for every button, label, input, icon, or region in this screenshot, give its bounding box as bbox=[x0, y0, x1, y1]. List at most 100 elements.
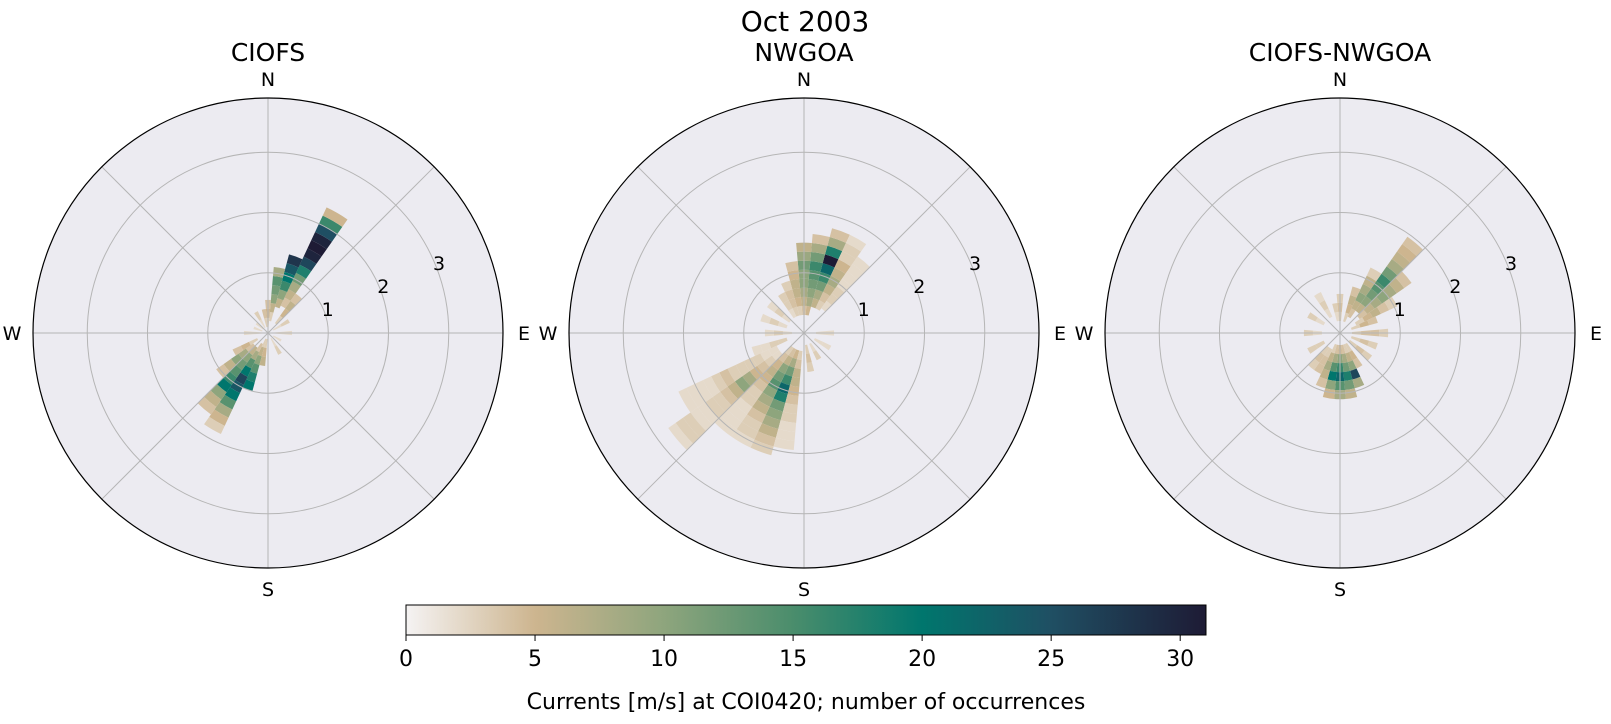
polar-bar bbox=[236, 358, 248, 371]
radial-tick-label: 1 bbox=[858, 299, 870, 321]
polar-bar bbox=[284, 263, 299, 276]
polar-bar bbox=[778, 292, 789, 304]
polar-bar bbox=[318, 215, 343, 235]
polar-bar bbox=[820, 263, 835, 276]
polar-bar bbox=[1347, 360, 1357, 371]
polar-bar bbox=[1359, 283, 1372, 296]
polar-bar bbox=[229, 364, 243, 378]
polar-bar bbox=[811, 298, 820, 309]
polar-bar bbox=[246, 371, 258, 383]
polar-bar bbox=[1341, 353, 1348, 364]
polar-bar bbox=[781, 280, 793, 293]
polar-bar bbox=[1345, 352, 1353, 363]
polar-bar bbox=[777, 321, 788, 329]
polar-bar bbox=[1351, 300, 1361, 311]
polar-bar bbox=[1324, 308, 1333, 319]
polar-bar bbox=[807, 278, 819, 290]
polar-bar bbox=[1315, 376, 1328, 389]
polar-bar bbox=[240, 341, 251, 351]
polar-bar bbox=[768, 345, 780, 356]
compass-label-s: S bbox=[798, 579, 810, 601]
polar-bar bbox=[1315, 317, 1326, 326]
polar-bar bbox=[1357, 309, 1368, 320]
polar-bar bbox=[765, 406, 783, 421]
polar-bar bbox=[1352, 376, 1365, 389]
polar-bar bbox=[830, 267, 846, 282]
polar-bar bbox=[269, 311, 274, 322]
polar-bar bbox=[805, 353, 812, 364]
polar-bar bbox=[1355, 303, 1366, 314]
polar-bar bbox=[774, 307, 785, 318]
polar-bar bbox=[204, 390, 222, 408]
polar-bar bbox=[752, 399, 770, 415]
polar-bar bbox=[204, 416, 225, 435]
colorbar-label: Currents [m/s] at COI0420; number of occ… bbox=[527, 690, 1086, 715]
polar-bar bbox=[264, 338, 268, 349]
polar-bar bbox=[1327, 352, 1335, 363]
polar-panel-nwgoa: 1 2 3 N E S W NWGOA bbox=[539, 38, 1066, 601]
polar-bar bbox=[253, 326, 263, 332]
polar-bar bbox=[269, 302, 276, 313]
polar-bar bbox=[789, 278, 801, 290]
polar-bar bbox=[1365, 288, 1379, 302]
polar-bar bbox=[1369, 307, 1381, 318]
polar-bar bbox=[778, 420, 797, 433]
polar-bar bbox=[248, 345, 258, 356]
colorbar-tick-label: 20 bbox=[908, 647, 936, 672]
angular-gridline bbox=[637, 332, 805, 500]
polar-bar bbox=[1350, 324, 1361, 330]
polar-bar bbox=[280, 297, 291, 309]
polar-bar bbox=[1344, 379, 1355, 391]
polar-bar bbox=[1327, 370, 1337, 382]
polar-bar bbox=[746, 407, 766, 424]
polar-bar bbox=[1332, 302, 1339, 313]
compass-label-w: W bbox=[1075, 323, 1094, 345]
polar-bar bbox=[1402, 236, 1424, 257]
polar-bar bbox=[675, 417, 700, 444]
polar-bar bbox=[270, 337, 277, 347]
polar-bar bbox=[279, 280, 291, 293]
polar-bar bbox=[272, 275, 283, 287]
polar-bar bbox=[235, 372, 248, 385]
polar-bar bbox=[242, 352, 253, 363]
polar-bar bbox=[702, 376, 721, 397]
polar-bar bbox=[1367, 316, 1378, 326]
polar-panels: 1 2 3 N E S W CIOFS 1 2 3 N E S W NWGOA 1 2 3 N E S W CIOFS-NWG… bbox=[3, 38, 1602, 601]
polar-bar bbox=[806, 362, 815, 373]
polar-bar bbox=[838, 251, 856, 267]
polar-bar bbox=[720, 386, 738, 406]
figure-title: Oct 2003 bbox=[741, 5, 870, 38]
polar-bar bbox=[197, 396, 217, 415]
polar-bar bbox=[829, 228, 850, 243]
polar-bar bbox=[787, 385, 800, 397]
polar-bar bbox=[1314, 292, 1325, 304]
polar-bar bbox=[1319, 300, 1329, 311]
polar-bar bbox=[1347, 308, 1356, 319]
polar-bar bbox=[272, 324, 282, 331]
polar-bar bbox=[288, 281, 301, 294]
polar-bar bbox=[760, 349, 772, 361]
colorbar-tick-label: 25 bbox=[1037, 647, 1065, 672]
polar-bar bbox=[1345, 303, 1353, 314]
polar-bar bbox=[834, 259, 851, 274]
compass-label-w: W bbox=[3, 323, 22, 345]
radial-tick-label: 3 bbox=[969, 253, 981, 275]
polar-bar bbox=[1391, 251, 1411, 270]
polar-bar bbox=[697, 402, 719, 425]
panel-title: CIOFS-NWGOA bbox=[1249, 38, 1431, 67]
polar-bar bbox=[1355, 292, 1366, 304]
polar-frame bbox=[1104, 97, 1576, 569]
polar-bar bbox=[735, 361, 750, 377]
polar-bar bbox=[808, 269, 821, 281]
polar-bar bbox=[210, 384, 227, 400]
polar-bar bbox=[1323, 360, 1333, 371]
compass-label-e: E bbox=[518, 323, 530, 345]
polar-bar bbox=[842, 271, 858, 287]
radial-tick-label: 3 bbox=[1505, 253, 1517, 275]
polar-bar bbox=[847, 263, 864, 280]
polar-bar bbox=[784, 345, 794, 356]
polar-bar bbox=[1307, 344, 1318, 354]
compass-label-s: S bbox=[262, 579, 274, 601]
polar-bars bbox=[197, 207, 348, 435]
polar-bar bbox=[771, 350, 783, 361]
